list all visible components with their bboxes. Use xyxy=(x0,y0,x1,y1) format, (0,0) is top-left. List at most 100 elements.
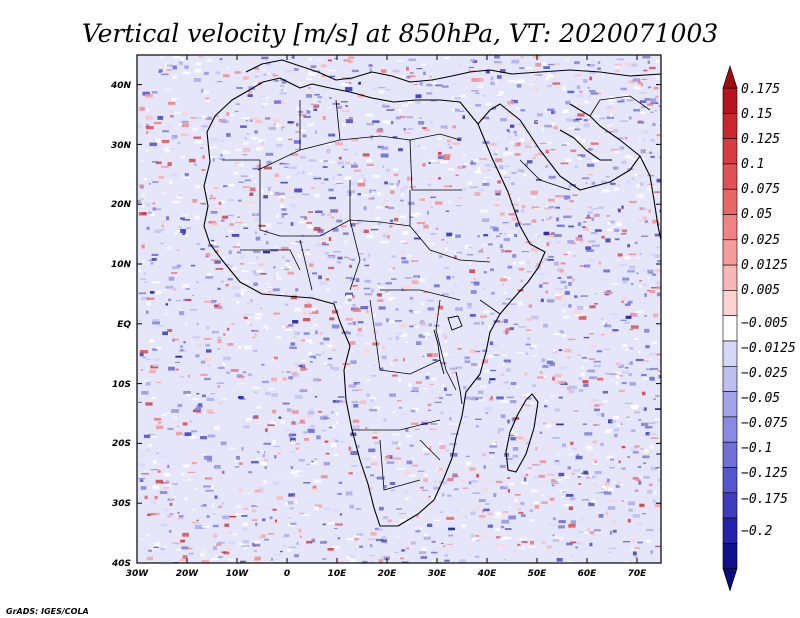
field-speckle xyxy=(526,318,532,321)
field-speckle xyxy=(154,201,158,203)
field-speckle xyxy=(442,85,449,88)
field-speckle xyxy=(507,477,511,479)
field-speckle xyxy=(569,385,577,390)
field-speckle xyxy=(387,338,392,340)
field-speckle xyxy=(577,476,581,478)
field-speckle xyxy=(144,203,150,207)
field-speckle xyxy=(594,459,597,464)
field-speckle xyxy=(138,319,141,321)
field-speckle xyxy=(167,483,174,487)
field-speckle xyxy=(376,128,384,133)
field-speckle xyxy=(471,90,479,92)
colorbar-swatch xyxy=(722,467,738,494)
field-speckle xyxy=(451,96,455,100)
field-speckle xyxy=(481,451,487,454)
field-speckle xyxy=(564,285,568,289)
field-speckle xyxy=(168,276,175,281)
field-speckle xyxy=(497,180,501,184)
field-speckle xyxy=(181,546,189,550)
field-speckle xyxy=(229,114,235,117)
field-speckle xyxy=(638,480,642,485)
field-speckle xyxy=(320,233,327,236)
field-speckle xyxy=(290,242,299,245)
field-speckle xyxy=(256,256,259,260)
field-speckle xyxy=(588,358,596,360)
field-speckle xyxy=(478,188,484,192)
field-speckle xyxy=(138,478,145,480)
field-speckle xyxy=(146,130,149,135)
field-speckle xyxy=(214,187,219,189)
field-speckle xyxy=(444,339,448,343)
field-speckle xyxy=(475,350,481,353)
field-speckle xyxy=(544,365,548,367)
field-speckle xyxy=(350,295,355,299)
field-speckle xyxy=(543,231,550,236)
field-speckle xyxy=(438,177,441,180)
field-speckle xyxy=(406,255,412,257)
field-speckle xyxy=(287,266,292,269)
field-speckle xyxy=(440,411,444,415)
field-speckle xyxy=(335,306,343,308)
field-speckle xyxy=(593,364,601,368)
field-speckle xyxy=(647,103,654,106)
field-speckle xyxy=(326,148,331,153)
field-speckle xyxy=(576,157,583,160)
field-speckle xyxy=(619,146,625,150)
field-speckle xyxy=(324,362,328,366)
field-speckle xyxy=(150,262,154,265)
field-speckle xyxy=(634,547,641,549)
field-speckle xyxy=(607,98,614,102)
field-speckle xyxy=(514,153,521,156)
field-speckle xyxy=(336,421,339,425)
field-speckle xyxy=(446,516,455,520)
field-speckle xyxy=(210,301,217,304)
field-speckle xyxy=(210,211,218,214)
field-speckle xyxy=(400,240,406,243)
field-speckle xyxy=(195,343,202,347)
field-speckle xyxy=(613,239,618,242)
field-speckle xyxy=(174,232,178,236)
field-speckle xyxy=(656,133,661,137)
field-speckle xyxy=(297,254,301,257)
field-speckle xyxy=(642,476,650,479)
field-speckle xyxy=(452,473,458,476)
field-speckle xyxy=(589,305,596,309)
field-speckle xyxy=(594,404,600,407)
field-speckle xyxy=(521,251,529,253)
field-speckle xyxy=(590,92,598,95)
field-speckle xyxy=(464,515,469,519)
field-speckle xyxy=(580,154,586,158)
field-speckle xyxy=(629,158,638,160)
field-speckle xyxy=(348,257,351,260)
field-speckle xyxy=(140,350,149,354)
field-speckle xyxy=(606,455,613,459)
field-speckle xyxy=(259,491,265,494)
field-speckle xyxy=(613,187,619,191)
field-speckle xyxy=(563,253,568,256)
field-speckle xyxy=(243,313,252,318)
field-speckle xyxy=(237,346,241,349)
field-speckle xyxy=(343,232,349,235)
field-speckle xyxy=(373,331,378,334)
field-speckle xyxy=(577,94,584,98)
field-speckle xyxy=(204,358,212,362)
field-speckle xyxy=(282,325,286,328)
field-speckle xyxy=(636,194,644,198)
field-speckle xyxy=(142,91,150,96)
field-speckle xyxy=(372,456,376,459)
field-speckle xyxy=(549,70,557,74)
field-speckle xyxy=(342,363,351,366)
field-speckle xyxy=(600,442,604,447)
field-speckle xyxy=(161,414,167,416)
field-speckle xyxy=(616,375,621,379)
field-speckle xyxy=(327,255,335,259)
field-speckle xyxy=(177,452,180,455)
field-speckle xyxy=(353,382,361,385)
field-speckle xyxy=(606,290,611,292)
field-speckle xyxy=(274,173,280,178)
field-speckle xyxy=(242,371,247,374)
field-speckle xyxy=(652,499,656,503)
field-speckle xyxy=(470,511,476,516)
field-speckle xyxy=(499,212,505,216)
field-speckle xyxy=(496,94,503,97)
